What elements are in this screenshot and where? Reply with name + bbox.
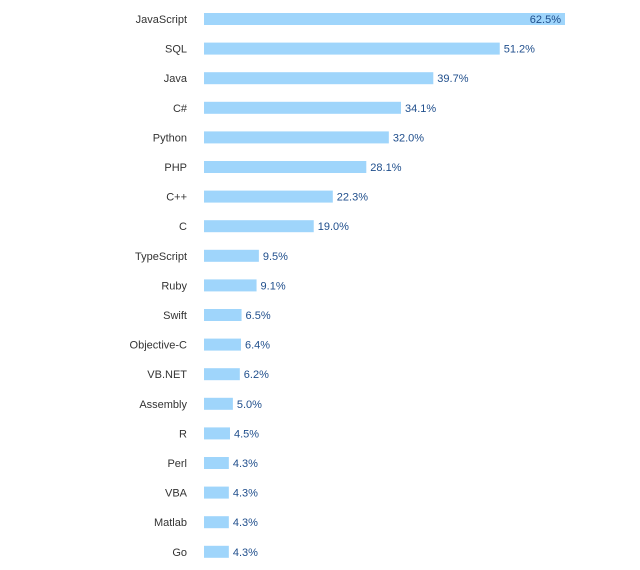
category-label: Assembly <box>139 399 187 411</box>
value-label: 28.1% <box>370 162 401 174</box>
bar-row: VBA 4.3% <box>165 486 258 500</box>
bar <box>204 190 333 203</box>
value-label: 62.5% <box>530 14 561 26</box>
category-label: TypeScript <box>135 251 187 263</box>
bar <box>204 397 233 410</box>
value-label: 4.3% <box>233 517 258 529</box>
category-label: Perl <box>167 458 187 470</box>
bar <box>204 13 565 25</box>
category-label: R <box>179 428 187 440</box>
category-label: SQL <box>165 44 187 56</box>
bars-layer: JavaScript 62.5% SQL 51.2% Java 39.7% C# 34.1% P… <box>130 13 565 559</box>
bar-row: SQL 51.2% <box>165 42 535 56</box>
value-label: 6.2% <box>244 369 269 381</box>
value-label: 4.5% <box>234 428 259 440</box>
category-label: C++ <box>166 192 187 204</box>
bar-row: C++ 22.3% <box>166 190 368 204</box>
category-label: Ruby <box>161 280 187 292</box>
bar-row: Matlab 4.3% <box>154 516 258 529</box>
value-label: 5.0% <box>237 399 262 411</box>
bar-row: PHP 28.1% <box>164 161 402 174</box>
value-label: 32.0% <box>393 132 424 144</box>
bar <box>204 545 229 558</box>
bar-row: R 4.5% <box>179 427 259 440</box>
bar <box>204 42 500 55</box>
value-label: 6.5% <box>246 310 271 322</box>
bar <box>204 220 314 233</box>
bar-row: Java 39.7% <box>164 72 469 85</box>
bar-row: VB.NET 6.2% <box>147 368 269 381</box>
value-label: 9.5% <box>263 251 288 263</box>
value-label: 19.0% <box>318 221 349 233</box>
category-label: JavaScript <box>136 14 187 26</box>
category-label: Objective-C <box>130 340 188 352</box>
value-label: 39.7% <box>437 73 468 85</box>
value-label: 4.3% <box>233 547 258 559</box>
bar-row: Go 4.3% <box>172 545 258 559</box>
bar <box>204 457 229 469</box>
bar-row: Python 32.0% <box>153 131 424 144</box>
value-label: 6.4% <box>245 340 270 352</box>
bar-row: C 19.0% <box>179 220 349 233</box>
bar <box>204 427 230 440</box>
bar <box>204 279 257 292</box>
bar-row: Swift 6.5% <box>163 309 271 322</box>
bar <box>204 101 401 114</box>
bar <box>204 131 389 144</box>
bar <box>204 249 259 262</box>
bar-row: C# 34.1% <box>173 101 436 115</box>
category-label: PHP <box>164 162 187 174</box>
value-label: 51.2% <box>504 44 535 56</box>
value-label: 9.1% <box>261 280 286 292</box>
category-label: Python <box>153 132 187 144</box>
bar-row: Perl 4.3% <box>167 457 258 470</box>
bar-row: TypeScript 9.5% <box>135 249 288 263</box>
category-label: C <box>179 221 187 233</box>
bar-row: Assembly 5.0% <box>139 397 262 411</box>
bar <box>204 486 229 499</box>
category-label: Java <box>164 73 188 85</box>
bar <box>204 368 240 381</box>
bar <box>204 161 367 173</box>
bar-row: JavaScript 62.5% <box>136 13 565 26</box>
value-label: 4.3% <box>233 458 258 470</box>
value-label: 4.3% <box>233 488 258 500</box>
value-label: 34.1% <box>405 103 436 115</box>
bar <box>204 516 229 529</box>
category-label: Matlab <box>154 517 187 529</box>
bar <box>204 72 434 85</box>
bar <box>204 309 242 321</box>
bar-row: Ruby 9.1% <box>161 279 286 292</box>
category-label: Go <box>172 547 187 559</box>
category-label: VB.NET <box>147 369 187 381</box>
bar <box>204 338 241 351</box>
category-label: VBA <box>165 488 188 500</box>
bar-row: Objective-C 6.4% <box>130 338 270 352</box>
category-label: C# <box>173 103 188 115</box>
value-label: 22.3% <box>337 192 368 204</box>
category-label: Swift <box>163 310 187 322</box>
